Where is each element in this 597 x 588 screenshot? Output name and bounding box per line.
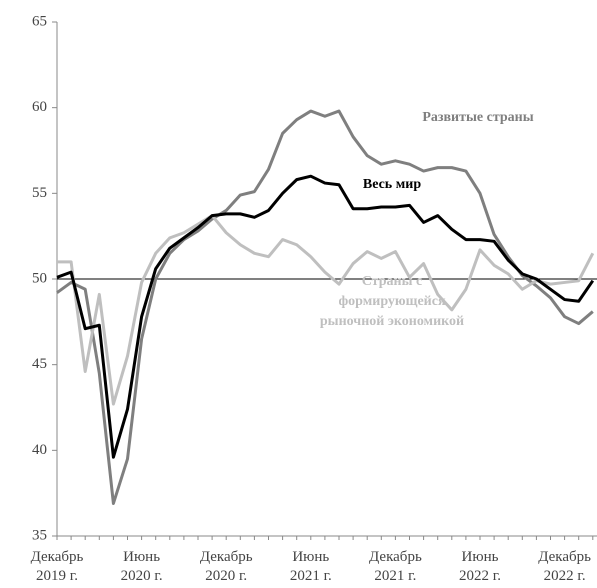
x-tick-label: Декабрь 2022 г. [538,549,591,584]
series-label: Весь мир [362,177,422,192]
x-tick-label: Июнь 2022 г. [459,549,501,584]
y-tick-label: 50 [32,270,47,286]
x-tick-label: Декабрь 2021 г. [369,549,422,584]
y-tick-label: 45 [32,356,47,372]
series-label-text: Развитые страны [422,110,534,125]
x-tick-label: Июнь 2020 г. [121,549,163,584]
series-line [56,174,595,459]
y-tick-label: 60 [32,99,47,115]
series-line [56,109,594,505]
series-label: Развитые страны [422,110,534,125]
series-label-text: Весь мир [362,177,422,192]
series-label: Страны с формирующейся рыночной экономик… [319,274,465,329]
x-tick-label: Декабрь 2019 г. [31,549,84,584]
y-tick-label: 40 [32,442,47,458]
y-tick-label: 35 [32,527,47,543]
series-label-text: Страны с формирующейся рыночной экономик… [319,274,465,329]
y-tick-label: 65 [32,13,47,29]
x-tick-label: Июнь 2021 г. [290,549,332,584]
series-line [57,214,595,406]
x-tick-label: Декабрь 2020 г. [200,549,253,584]
y-tick-label: 55 [32,185,47,201]
